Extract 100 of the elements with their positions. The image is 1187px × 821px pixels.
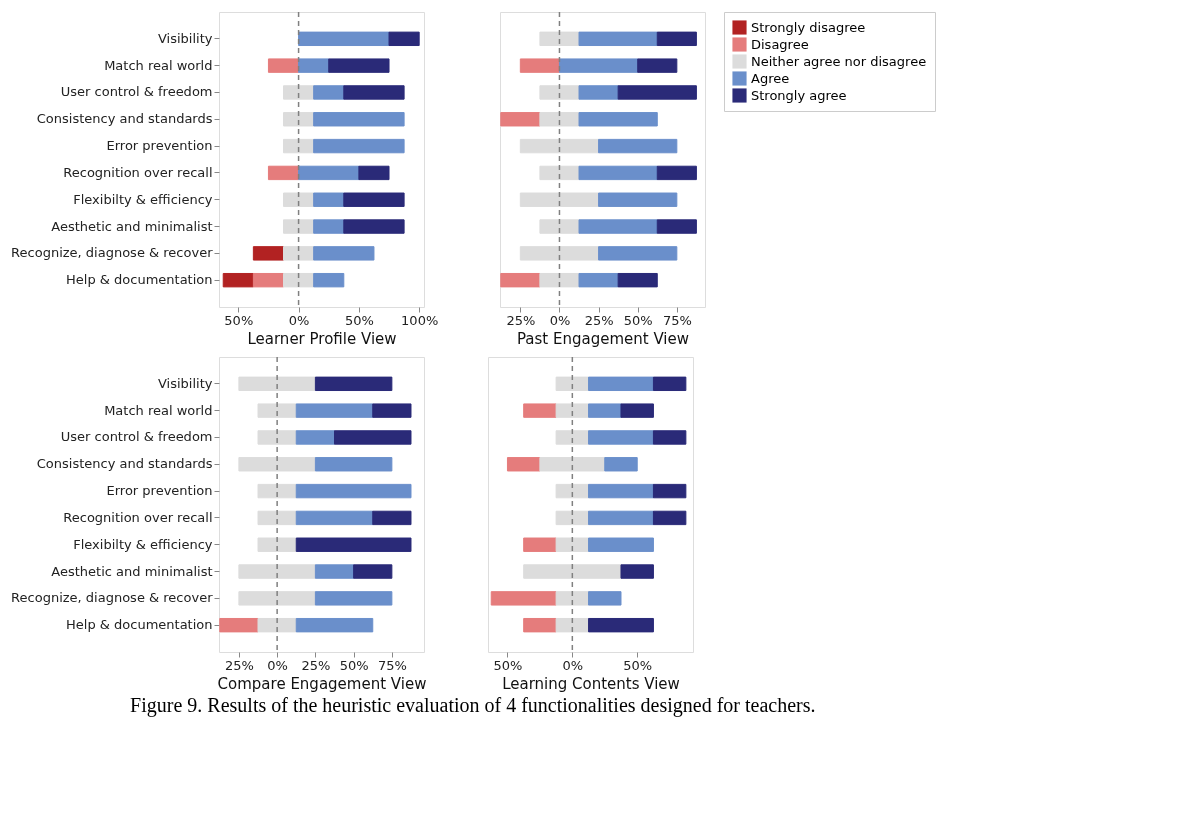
bar [257, 537, 297, 552]
bar [588, 537, 654, 552]
legend-label: Strongly agree [751, 87, 847, 103]
bar [539, 457, 606, 472]
y-tick-label: Recognize, diagnose & recover [11, 245, 214, 261]
bar [257, 510, 297, 526]
bar [519, 192, 600, 207]
bar [283, 246, 315, 261]
bar [372, 510, 412, 526]
bar [652, 483, 687, 499]
x-tick-label: 50% [339, 657, 369, 673]
bar [617, 85, 697, 100]
legend-label: Neither agree nor disagree [751, 53, 927, 69]
x-tick-label: 50% [224, 312, 254, 328]
y-tick-label: Flexibilty & efficiency [73, 536, 213, 552]
bar [620, 564, 654, 579]
bar [523, 537, 557, 552]
y-tick-label: User control & freedom [60, 84, 213, 100]
x-tick-label: 0% [562, 657, 584, 673]
y-tick-label: Match real world [104, 402, 213, 418]
bar [295, 403, 374, 418]
bar [313, 219, 345, 234]
y-tick-label: Visibility [158, 30, 213, 46]
y-tick-label: Consistency and standards [36, 111, 213, 127]
bar [617, 272, 658, 288]
bar [283, 112, 315, 127]
bar [257, 483, 297, 499]
y-tick-label: User control & freedom [60, 429, 213, 445]
bar [298, 58, 330, 73]
bar [313, 85, 345, 100]
bar [652, 510, 687, 526]
bar [555, 591, 590, 606]
x-axis-title: Past Engagement View [516, 329, 690, 348]
x-tick-label: 0% [288, 312, 310, 328]
bar [267, 58, 300, 73]
y-tick-label: Aesthetic and minimalist [51, 563, 213, 579]
y-tick-label: Recognize, diagnose & recover [11, 590, 214, 606]
bar [353, 564, 393, 579]
bar [252, 272, 285, 288]
bar [388, 31, 420, 47]
bar [267, 165, 300, 181]
bar [506, 457, 541, 472]
bar [604, 457, 638, 472]
bar [238, 376, 316, 392]
bar [539, 165, 580, 181]
bar [620, 403, 654, 418]
bar [588, 617, 654, 633]
bar [314, 376, 393, 392]
x-tick-label: 75% [662, 312, 692, 328]
bar [588, 403, 622, 418]
bar [519, 246, 600, 261]
caption: Figure 9. Results of the heuristic evaluation of 4 functionalities designed for teachers. [130, 693, 816, 717]
bar [637, 58, 678, 73]
bar [523, 564, 622, 579]
y-tick-label: Consistency and standards [36, 456, 213, 472]
legend-label: Strongly disagree [751, 19, 866, 35]
y-tick-label: Help & documentation [66, 272, 213, 288]
bar [598, 246, 678, 261]
bar [656, 219, 697, 234]
bar [555, 537, 590, 552]
bar [490, 591, 557, 606]
bar [295, 617, 374, 633]
y-tick-label: Recognition over recall [63, 509, 213, 525]
bar [372, 403, 412, 418]
bar [257, 617, 297, 633]
y-tick-label: Help & documentation [66, 617, 213, 633]
bar [314, 457, 393, 472]
bar [539, 31, 580, 47]
bar [652, 430, 687, 445]
bar [656, 31, 697, 47]
x-tick-label: 0% [267, 657, 288, 673]
y-tick-label: Error prevention [106, 483, 213, 499]
bar [358, 165, 390, 181]
y-tick-label: Aesthetic and minimalist [51, 218, 213, 234]
bar [283, 192, 315, 207]
bar [343, 219, 405, 234]
bar [313, 272, 345, 288]
bar [656, 165, 697, 181]
x-tick-label: 25% [301, 657, 331, 673]
bar [238, 591, 316, 606]
x-axis-title: Compare Engagement View [217, 674, 427, 693]
bar [539, 219, 580, 234]
bar [283, 85, 315, 100]
bar [313, 138, 405, 154]
bar [578, 219, 658, 234]
bar [238, 457, 316, 472]
bar [238, 564, 316, 579]
bar [283, 272, 315, 288]
bar [588, 591, 622, 606]
y-tick-label: Flexibilty & efficiency [73, 191, 213, 207]
bar [314, 564, 355, 579]
x-tick-label: 25% [224, 657, 254, 673]
bar [328, 58, 390, 73]
bar [588, 510, 654, 526]
bar [588, 483, 654, 499]
bar [295, 483, 412, 499]
bar [539, 272, 580, 288]
bar [598, 138, 678, 154]
bar [219, 617, 259, 633]
bar [500, 112, 541, 127]
